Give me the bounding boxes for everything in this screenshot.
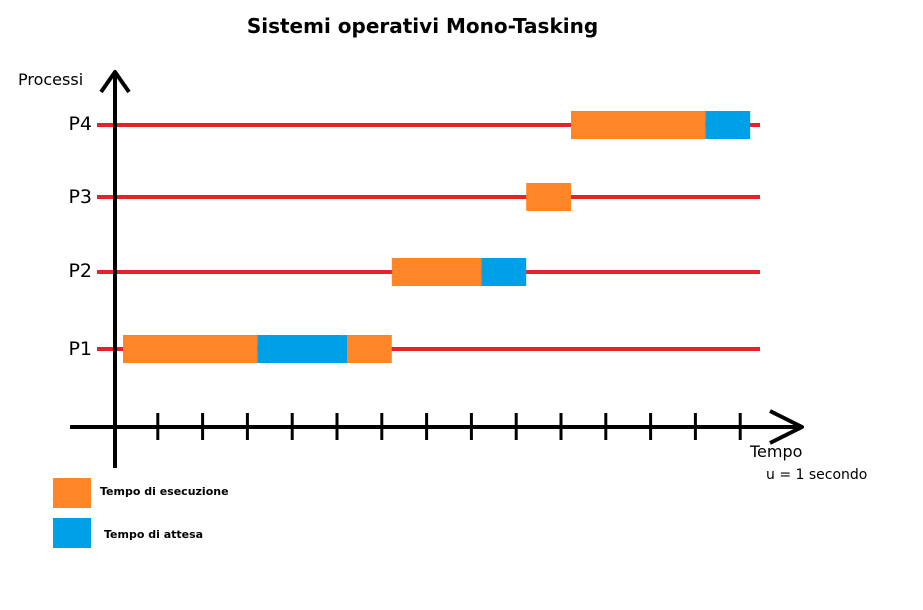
process-label-p2: P2 (68, 260, 92, 282)
segment-p4-execution-0 (571, 111, 706, 139)
segment-p4-waiting-1 (705, 111, 751, 139)
y-axis-label: Processi (18, 70, 84, 89)
segment-p1-execution-0 (123, 335, 258, 363)
legend-swatch-execution (53, 478, 91, 508)
x-axis-label: Tempo (750, 442, 803, 461)
process-label-p4: P4 (68, 113, 92, 135)
legend-label-execution: Tempo di esecuzione (100, 485, 229, 498)
unit-note: u = 1 secondo (766, 467, 868, 483)
segment-p3-execution-0 (526, 183, 571, 211)
process-label-p1: P1 (68, 338, 92, 360)
y-axis-arrowhead (99, 70, 131, 94)
legend-swatch-waiting (53, 518, 91, 548)
x-axis-arrowhead (769, 409, 804, 445)
segment-p1-execution-2 (347, 335, 392, 363)
process-label-p3: P3 (68, 186, 92, 208)
segment-p2-execution-0 (391, 258, 482, 286)
diagram-title: Sistemi operativi Mono-Tasking (246, 14, 599, 38)
legend-label-waiting: Tempo di attesa (104, 528, 204, 541)
segment-p2-waiting-1 (481, 258, 527, 286)
segment-p1-waiting-1 (257, 335, 347, 363)
